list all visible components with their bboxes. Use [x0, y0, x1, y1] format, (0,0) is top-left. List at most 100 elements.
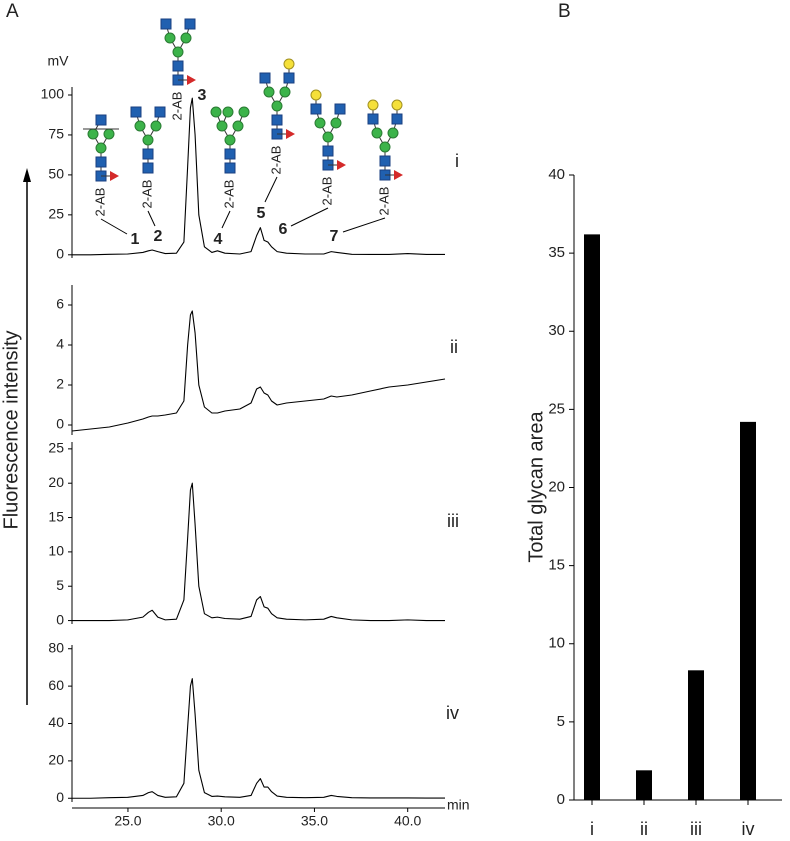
y-tick-label: 2 [56, 376, 64, 392]
y-tick-label: 5 [557, 713, 565, 730]
mannose [232, 120, 244, 132]
glcnac [172, 60, 184, 72]
glycan-tag: 2-AB [221, 180, 236, 209]
glycan-tag: 2-AB [92, 188, 107, 217]
y-tick-label: 10 [48, 543, 64, 559]
y-tick-label: 5 [56, 577, 64, 593]
y-tick-label: 40 [548, 166, 565, 183]
glycan-tag: 2-AB [319, 177, 334, 206]
glcnac [130, 106, 142, 118]
leader-line [264, 176, 278, 203]
glycan-tag: 2-AB [169, 92, 184, 121]
x-tick-label: 40.0 [394, 813, 421, 829]
y-tick-label: 0 [56, 789, 64, 805]
y-tick-label: 10 [548, 635, 565, 652]
mannose [142, 134, 154, 146]
galactose [391, 99, 403, 111]
mannose [322, 131, 334, 143]
glcnac [271, 114, 283, 126]
y-tick-label: 60 [48, 677, 64, 693]
peak-label: 3 [198, 87, 207, 104]
mannose [271, 100, 283, 112]
y-tick-label: 15 [48, 508, 64, 524]
fucose [110, 171, 119, 181]
leader-line [100, 218, 128, 235]
x-tick-label: 35.0 [301, 813, 328, 829]
y-tick-label: 25 [548, 400, 565, 417]
mannose [103, 128, 115, 140]
y-tick-label: 40 [48, 714, 64, 730]
galactose [310, 89, 322, 101]
x-tick-label: 30.0 [208, 813, 235, 829]
glcnac [224, 148, 236, 160]
leader-line [342, 217, 386, 233]
x-tick-label: i [590, 819, 594, 839]
fucose [286, 129, 295, 139]
glcnac [310, 103, 322, 115]
y-tick-label: 75 [48, 126, 64, 142]
y-tick-label: 15 [548, 557, 565, 574]
y-axis-title: Fluorescence intensity [0, 331, 22, 530]
y-tick-label: 4 [56, 336, 64, 352]
fucose [394, 170, 403, 180]
glcnac [142, 162, 154, 174]
y-tick-label: 20 [48, 474, 64, 490]
y-tick-label: 25 [48, 206, 64, 222]
y-tick-label: 0 [557, 791, 565, 808]
arrow-head [23, 168, 31, 182]
peak-label: 4 [214, 231, 223, 248]
mannose [314, 117, 326, 129]
trace-label: iv [446, 703, 459, 723]
peak-label: 7 [330, 228, 339, 245]
glcnac [184, 18, 196, 30]
peak-label: 1 [131, 231, 140, 248]
y-tick-label: 50 [48, 166, 64, 182]
mannose [222, 106, 234, 118]
panel-label: A [6, 1, 19, 22]
x-tick-label: ii [640, 819, 648, 839]
glcnac [367, 113, 379, 125]
mannose [330, 117, 342, 129]
glcnac [154, 106, 166, 118]
leader-line [147, 210, 156, 227]
bar [584, 234, 600, 800]
bar [688, 670, 704, 800]
glcnac [322, 145, 334, 157]
glcnac [95, 114, 107, 126]
galactose [367, 99, 379, 111]
y-tick-label: 30 [548, 322, 565, 339]
mannose [95, 142, 107, 154]
y-tick-label: 0 [56, 246, 64, 262]
mannose [279, 86, 291, 98]
panel-label: B [558, 1, 571, 22]
mannose [371, 127, 383, 139]
mannose [387, 127, 399, 139]
trace [72, 678, 445, 799]
glcnac [160, 18, 172, 30]
glycan-tag: 2-AB [376, 187, 391, 216]
leader-line [221, 210, 231, 229]
trace [72, 97, 445, 256]
leader-line [290, 207, 329, 227]
bar [740, 421, 756, 800]
mannose [164, 32, 176, 44]
peak-label: 5 [257, 205, 266, 222]
mannose [87, 128, 99, 140]
y-tick-label: 100 [41, 86, 65, 102]
trace [72, 482, 445, 622]
y-tick-label: 20 [548, 478, 565, 495]
bar [636, 770, 652, 800]
y-tick-label: 6 [56, 296, 64, 312]
x-tick-label: iv [742, 819, 755, 839]
mannose [172, 46, 184, 58]
y-tick-label: 25 [48, 440, 64, 456]
peak-label: 2 [154, 228, 163, 245]
glcnac [391, 113, 403, 125]
galactose [283, 58, 295, 70]
peak-label: 6 [279, 221, 288, 238]
y-tick-label: 20 [48, 752, 64, 768]
y-tick-label: 35 [548, 244, 565, 261]
glycan-tag: 2-AB [268, 146, 283, 175]
glcnac [334, 103, 346, 115]
